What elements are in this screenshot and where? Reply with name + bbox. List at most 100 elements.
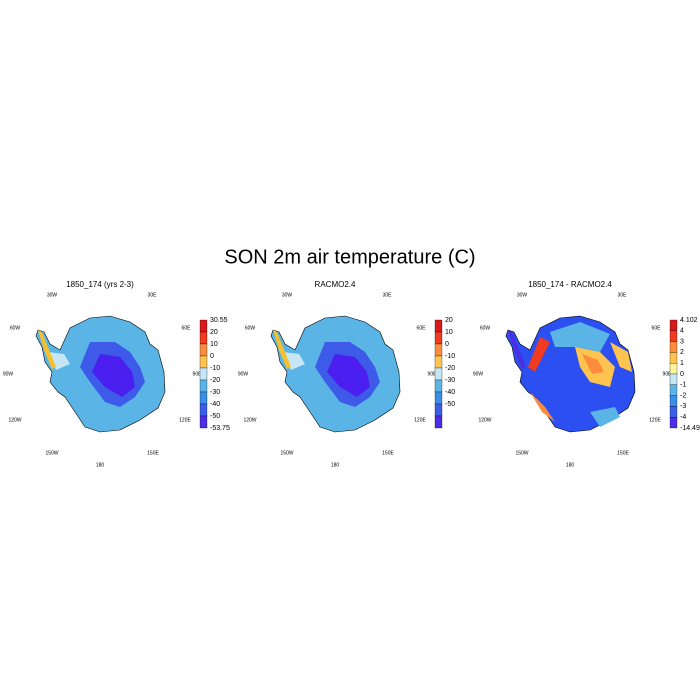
lon-label: 90E — [428, 371, 438, 377]
lon-label: 120E — [649, 417, 661, 423]
colorbar-box — [669, 363, 678, 375]
map — [505, 315, 636, 433]
colorbar-box — [434, 319, 443, 333]
lon-label: 150W — [280, 450, 293, 456]
figure-title: SON 2m air temperature (C) — [224, 246, 475, 268]
lon-label: 60E — [417, 325, 427, 331]
colorbar-label: -14.499 — [680, 425, 700, 432]
colorbar-label: -4 — [680, 414, 686, 421]
lon-label: 90W — [238, 371, 249, 377]
panel: 1850_174 (yrs 2-3) 30W 30E 60W 60E 90W 90E 120W… — [3, 280, 230, 468]
lon-label: 120W — [8, 417, 21, 423]
colorbar-box — [669, 330, 678, 342]
lon-label: 150W — [515, 450, 528, 456]
colorbar-box — [434, 403, 443, 417]
colorbar-label: -30 — [210, 389, 220, 396]
colorbar-label: -50 — [210, 413, 220, 420]
interior-core — [327, 354, 370, 397]
patch — [530, 392, 555, 422]
peninsula — [273, 330, 291, 369]
lon-label: 30W — [517, 292, 528, 298]
lon-label: 30W — [282, 292, 293, 298]
lon-label: 150E — [617, 450, 629, 456]
colorbar-box — [434, 343, 443, 357]
colorbar-label: -10 — [445, 353, 455, 360]
colorbar-box — [434, 331, 443, 345]
colorbar-label: 20 — [445, 317, 453, 324]
colorbar-box — [199, 391, 208, 405]
colorbar-box — [199, 415, 208, 429]
colorbar-label: -50 — [445, 401, 455, 408]
colorbar-box — [669, 319, 678, 331]
colorbar-label: 1 — [680, 360, 684, 367]
lon-label: 60E — [182, 325, 192, 331]
colorbar-box — [199, 355, 208, 369]
colorbar-box — [434, 415, 443, 429]
colorbar-box — [669, 406, 678, 418]
lon-label: 90E — [193, 371, 203, 377]
colorbar-label: 10 — [445, 329, 453, 336]
colorbar-label: 4 — [680, 328, 684, 335]
lon-label: 90W — [473, 371, 484, 377]
lon-label: 90W — [3, 371, 14, 377]
colorbar-label: 4.102 — [680, 317, 698, 324]
colorbar-box — [199, 403, 208, 417]
colorbar-box — [669, 373, 678, 385]
colorbar-box — [199, 343, 208, 357]
colorbar-box — [669, 395, 678, 407]
panel-title: 1850_174 - RACMO2.4 — [528, 280, 612, 289]
lon-label: 60W — [245, 325, 256, 331]
colorbar-box — [434, 367, 443, 381]
colorbar-label: 2 — [680, 349, 684, 356]
colorbar-box — [669, 341, 678, 353]
colorbar-label: -40 — [210, 401, 220, 408]
peninsula — [508, 330, 526, 369]
ice-shelf — [283, 352, 305, 370]
colorbar-box — [669, 352, 678, 364]
colorbar-label: -20 — [445, 365, 455, 372]
colorbar-box — [199, 379, 208, 393]
colorbar-box — [434, 391, 443, 405]
panel: RACMO2.4 30W 30E 60W 60E 90W 90E 120W 120E 150W 15… — [238, 280, 455, 468]
colorbar-label: 0 — [210, 353, 214, 360]
colorbar-label: -40 — [445, 389, 455, 396]
panel-title: 1850_174 (yrs 2-3) — [66, 280, 134, 289]
panel-title: RACMO2.4 — [315, 280, 356, 289]
colorbar-label: 10 — [210, 341, 218, 348]
colorbar-label: 20 — [210, 329, 218, 336]
patch — [528, 337, 550, 372]
ice-shelf — [48, 352, 70, 370]
lon-label: 120E — [414, 417, 426, 423]
interior-core — [92, 354, 135, 397]
colorbar-box — [199, 331, 208, 345]
colorbar-label: 30.55 — [210, 317, 228, 324]
lon-label: 90E — [663, 371, 673, 377]
lon-label: 30E — [148, 292, 158, 298]
colorbar-label: -1 — [680, 382, 686, 389]
colorbar-label: -30 — [445, 377, 455, 384]
lon-label: 60W — [480, 325, 491, 331]
lon-label: 60E — [652, 325, 662, 331]
patch — [590, 407, 620, 427]
lon-label: 120W — [243, 417, 256, 423]
colorbar-box — [669, 384, 678, 396]
lon-label: 180 — [96, 462, 105, 468]
patch — [610, 342, 632, 372]
patch — [582, 354, 604, 374]
colorbar-label: -10 — [210, 365, 220, 372]
colorbar-label: 0 — [680, 371, 684, 378]
lon-label: 150E — [147, 450, 159, 456]
patch — [550, 322, 610, 352]
colorbar-label: 0 — [445, 341, 449, 348]
lon-label: 180 — [566, 462, 575, 468]
colorbar-box — [434, 355, 443, 369]
lon-label: 60W — [10, 325, 21, 331]
map — [35, 315, 166, 433]
peninsula — [38, 330, 56, 369]
colorbar-label: 3 — [680, 338, 684, 345]
lon-label: 120W — [478, 417, 491, 423]
colorbar-box — [669, 417, 678, 429]
colorbar-label: -3 — [680, 403, 686, 410]
